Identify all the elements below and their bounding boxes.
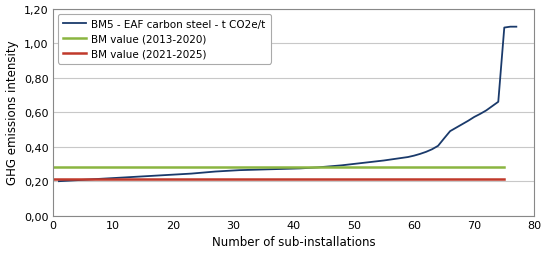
Line: BM5 - EAF carbon steel - t CO2e/t: BM5 - EAF carbon steel - t CO2e/t <box>59 28 516 181</box>
BM5 - EAF carbon steel - t CO2e/t <box>309 167 315 170</box>
X-axis label: Number of sub-installations: Number of sub-installations <box>212 235 375 248</box>
BM5 - EAF carbon steel - t CO2e/t <box>513 26 520 29</box>
BM5 - EAF carbon steel - t CO2e/t <box>507 26 514 29</box>
BM5 - EAF carbon steel - t CO2e/t <box>146 175 153 178</box>
BM5 - EAF carbon steel - t CO2e/t <box>56 180 62 183</box>
BM5 - EAF carbon steel - t CO2e/t <box>242 169 249 172</box>
Legend: BM5 - EAF carbon steel - t CO2e/t, BM value (2013-2020), BM value (2021-2025): BM5 - EAF carbon steel - t CO2e/t, BM va… <box>58 15 271 64</box>
Y-axis label: GHG emissions intensity: GHG emissions intensity <box>5 41 19 185</box>
BM5 - EAF carbon steel - t CO2e/t <box>254 168 261 171</box>
BM5 - EAF carbon steel - t CO2e/t <box>212 170 219 173</box>
BM5 - EAF carbon steel - t CO2e/t <box>206 171 213 174</box>
